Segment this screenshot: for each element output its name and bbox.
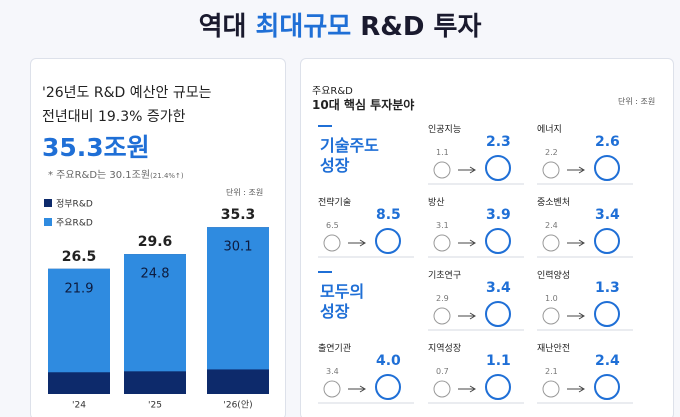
right-unit: 단위 : 조원: [618, 97, 656, 106]
bar-main: [207, 227, 269, 370]
arrow-head: [359, 239, 366, 247]
title-highlight: 최대규모: [255, 12, 352, 42]
item-to: 1.1: [486, 353, 511, 369]
group-label: 성장: [320, 156, 350, 175]
item-from: 2.1: [545, 367, 558, 376]
item-to: 3.9: [486, 207, 511, 223]
title: 역대 최대규모 R&D 투자: [0, 6, 680, 43]
item-from: 6.5: [326, 221, 339, 230]
item-label: 에너지: [537, 125, 562, 135]
title-suffix: R&D 투자: [351, 12, 482, 42]
item-to: 2.4: [595, 353, 620, 369]
arrow-head: [469, 312, 476, 320]
icon-before: [323, 380, 341, 398]
icon-after: [594, 374, 620, 400]
icon-before: [542, 380, 560, 398]
item-label: 기초연구: [428, 271, 462, 281]
icon-after: [485, 374, 511, 400]
icon-before: [433, 380, 451, 398]
icon-after: [485, 228, 511, 254]
inner-label: 24.8: [141, 267, 170, 282]
icon-before: [433, 234, 451, 252]
item-from: 2.2: [545, 148, 558, 157]
x-tick-label: '25: [148, 401, 162, 411]
item-from: 0.7: [436, 367, 449, 376]
item-label: 출연기관: [318, 344, 352, 354]
bar-main: [48, 268, 110, 373]
group-label: 모두의: [320, 282, 365, 301]
title-prefix: 역대: [198, 12, 256, 42]
group-label: 성장: [320, 302, 350, 321]
legend-label: 정부R&D: [56, 199, 93, 210]
legend-swatch: [44, 218, 52, 226]
item-label: 지역성장: [428, 344, 462, 354]
icon-before: [542, 234, 560, 252]
icon-after: [594, 301, 620, 327]
group-label: 기술주도: [320, 136, 379, 155]
arrow-head: [359, 385, 366, 393]
icon-after: [375, 228, 401, 254]
unit: 단위 : 조원: [226, 188, 264, 197]
icon-after: [594, 228, 620, 254]
right-title2: 10대 핵심 투자분야: [312, 98, 415, 112]
item-to: 4.0: [376, 353, 401, 369]
inner-label: 21.9: [65, 281, 94, 296]
item-to: 3.4: [486, 280, 511, 296]
item-from: 2.9: [436, 294, 449, 303]
arrow-head: [578, 239, 585, 247]
item-label: 중소벤처: [537, 198, 571, 208]
legend-label: 주요R&D: [56, 218, 93, 229]
arrow-head: [469, 385, 476, 393]
total-label: 29.6: [138, 234, 173, 250]
item-label: 방산: [428, 198, 445, 208]
icon-after: [485, 155, 511, 181]
icon-before: [433, 307, 451, 325]
item-label: 전략기술: [318, 198, 352, 208]
item-label: 인공지능: [428, 125, 462, 135]
item-to: 3.4: [595, 207, 620, 223]
left-note: * 주요R&D는 30.1조원(21.4%↑): [48, 166, 184, 181]
total-label: 35.3: [221, 207, 256, 223]
right-title1: 주요R&D: [312, 86, 353, 97]
item-from: 3.1: [436, 221, 449, 230]
item-from: 1.0: [545, 294, 558, 303]
icon-after: [485, 301, 511, 327]
arrow-head: [578, 385, 585, 393]
left-amount: 35.3조원: [42, 133, 150, 162]
item-to: 1.3: [595, 280, 620, 296]
icon-before: [542, 307, 560, 325]
item-to: 2.6: [595, 134, 620, 150]
icon-before: [323, 234, 341, 252]
item-from: 1.1: [436, 148, 449, 157]
left-line1: '26년도 R&D 예산안 규모는: [42, 85, 212, 101]
x-tick-label: '24: [72, 401, 86, 411]
bar-main: [124, 254, 186, 372]
arrow-head: [578, 166, 585, 174]
icon-before: [542, 161, 560, 179]
arrow-head: [469, 166, 476, 174]
item-to: 8.5: [376, 207, 401, 223]
total-label: 26.5: [62, 249, 97, 265]
item-label: 재난안전: [537, 344, 571, 354]
icon-after: [375, 374, 401, 400]
note-small: (21.4%↑): [150, 172, 184, 180]
arrow-head: [469, 239, 476, 247]
item-label: 인력양성: [537, 271, 571, 281]
item-to: 2.3: [486, 134, 511, 150]
arrow-head: [578, 312, 585, 320]
note: * 주요R&D는 30.1조원: [48, 170, 151, 181]
legend-swatch: [44, 199, 52, 207]
x-tick-label: '26(안): [223, 400, 252, 411]
inner-label: 30.1: [224, 240, 253, 255]
left-line2: 전년대비 19.3% 증가한: [42, 109, 186, 125]
icon-before: [433, 161, 451, 179]
icon-after: [594, 155, 620, 181]
item-from: 3.4: [326, 367, 339, 376]
item-from: 2.4: [545, 221, 558, 230]
